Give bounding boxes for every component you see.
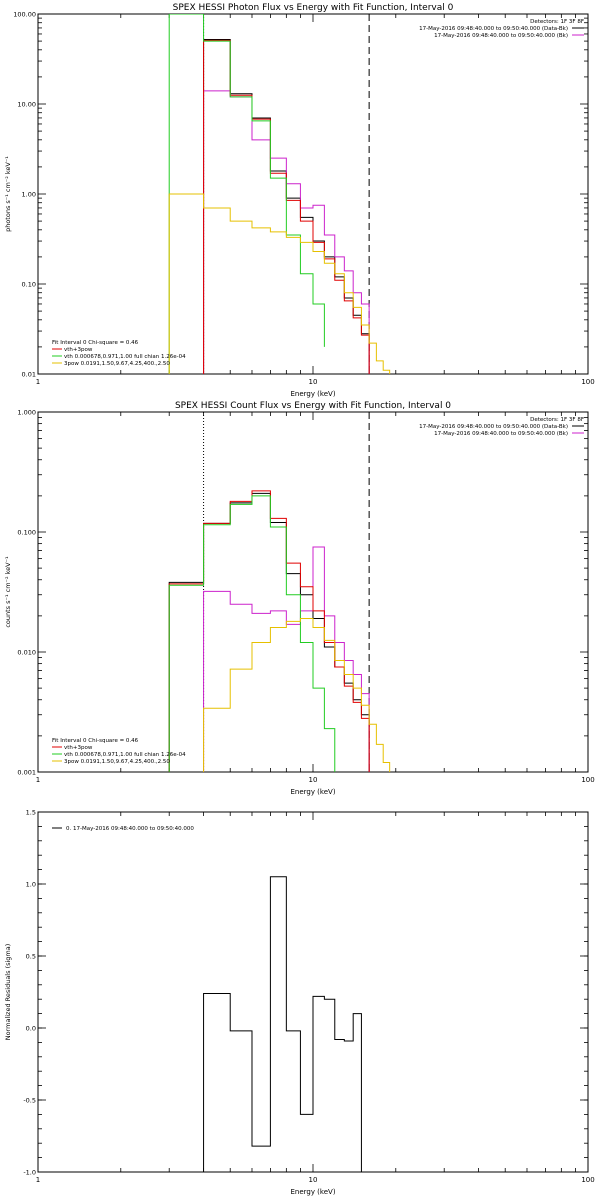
y-tick-label: 1.0	[26, 881, 36, 889]
x-axis-label: Energy (keV)	[290, 390, 335, 398]
plot-area	[168, 14, 391, 374]
chart-panel-0: SPEX HESSI Photon Flux vs Energy with Fi…	[4, 3, 595, 398]
x-tick-label: 100	[581, 378, 594, 386]
fit-legend-entry: vth 0.000678,0.971,1.00 full chian 1.26e…	[64, 354, 186, 360]
x-tick-label: 1	[36, 1176, 40, 1184]
legend-entry: 17-May-2016 09:48:40.000 to 09:50:40.000…	[419, 424, 568, 430]
x-tick-label: 10	[309, 776, 318, 784]
series-line-vth	[168, 495, 336, 772]
chart-panel-1: SPEX HESSI Count Flux vs Energy with Fit…	[4, 401, 595, 796]
series-line-bk	[203, 90, 370, 374]
plot-area	[168, 412, 391, 772]
fit-legend-entry: 3pow 0.0191,1.50,9.67,4.25,400.,2.50	[64, 361, 170, 367]
chart-title: SPEX HESSI Photon Flux vs Energy with Fi…	[173, 3, 454, 13]
y-tick-label: 1.00	[22, 191, 36, 199]
x-tick-label: 100	[581, 1176, 594, 1184]
y-tick-label: 10.00	[17, 101, 36, 109]
legend-entry: 0. 17-May-2016 09:48:40.000 to 09:50:40.…	[66, 826, 194, 832]
y-tick-label: 0.0	[26, 1025, 36, 1033]
chart-panel-2: Energy (keV) Normalized Residuals (sigma)…	[4, 809, 595, 1197]
legend-entry: 17-May-2016 09:48:40.000 to 09:50:40.000…	[434, 33, 568, 39]
series-line-3pow	[203, 618, 391, 772]
fit-legend-entry: Fit Interval 0 Chi-square = 0.46	[52, 340, 139, 346]
fit-legend-entry: 3pow 0.0191,1.50,9.67,4.25,400.,2.50	[64, 759, 170, 765]
y-tick-label: 0.010	[17, 649, 36, 657]
y-tick-label: -0.5	[23, 1097, 36, 1105]
y-tick-label: 0.10	[22, 281, 36, 289]
y-axis-label: Normalized Residuals (sigma)	[4, 944, 12, 1041]
legend-entry: Detectors: 1F 3F 8F	[530, 417, 584, 423]
legend-entry: 17-May-2016 09:48:40.000 to 09:50:40.000…	[434, 431, 568, 437]
x-tick-label: 10	[309, 1176, 318, 1184]
legend-entry: Detectors: 1F 3F 8F	[530, 19, 584, 25]
series-line-0-17-may-2016-09-48-40-000-to-09-50-40-000	[203, 876, 370, 1172]
series-line-vth	[168, 14, 325, 374]
y-tick-label: 100.00	[13, 11, 36, 19]
x-tick-label: 10	[309, 378, 318, 386]
y-tick-label: 0.01	[22, 371, 36, 379]
plot-frame	[37, 811, 589, 1173]
fit-legend-entry: vth+3pow	[64, 347, 93, 353]
fit-legend-entry: vth 0.000678,0.971,1.00 full chian 1.26e…	[64, 752, 186, 758]
series-line-vth-3pow	[168, 490, 370, 772]
x-axis-label: Energy (keV)	[290, 1188, 335, 1196]
x-tick-label: 100	[581, 776, 594, 784]
y-tick-label: 0.100	[17, 529, 36, 537]
fit-legend-entry: Fit Interval 0 Chi-square = 0.46	[52, 738, 139, 744]
series-line-3pow	[168, 193, 391, 374]
x-tick-label: 1	[36, 378, 40, 386]
x-tick-label: 1	[36, 776, 40, 784]
y-tick-label: 1.000	[17, 409, 36, 417]
y-tick-label: 0.5	[26, 953, 36, 961]
legend-entry: 17-May-2016 09:48:40.000 to 09:50:40.000…	[419, 26, 568, 32]
series-line-bk	[203, 546, 370, 772]
fit-legend-entry: vth+3pow	[64, 745, 93, 751]
plot-frame	[37, 13, 589, 375]
y-tick-label: 1.5	[26, 809, 36, 817]
y-tick-label: 0.001	[17, 769, 36, 777]
y-axis-label: counts s⁻¹ cm⁻² keV⁻¹	[4, 556, 12, 628]
y-axis-label: photons s⁻¹ cm⁻² keV⁻¹	[4, 156, 12, 232]
chart-title: SPEX HESSI Count Flux vs Energy with Fit…	[175, 401, 451, 411]
plot-area	[203, 876, 370, 1172]
y-tick-label: -1.0	[23, 1169, 36, 1177]
x-axis-label: Energy (keV)	[290, 788, 335, 796]
